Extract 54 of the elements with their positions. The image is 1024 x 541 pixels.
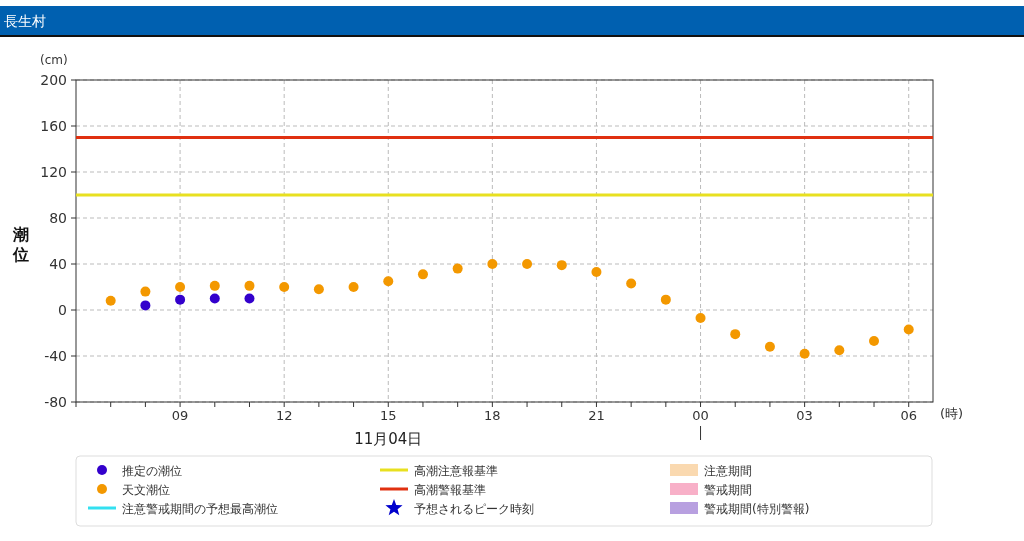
x-tick-label: 09	[171, 408, 189, 423]
legend-label: 注意期間	[704, 464, 752, 478]
legend-label: 注意警戒期間の予想最高潮位	[122, 502, 278, 516]
y-tick-label: -40	[44, 348, 67, 364]
y-axis-title: 潮位	[12, 225, 29, 264]
text: 11月04日	[354, 430, 423, 448]
text: (cm)	[40, 53, 68, 67]
y-tick-label: 200	[40, 72, 67, 88]
y-tick-label: 40	[49, 256, 67, 272]
legend-label: 警戒期間(特別警報)	[704, 502, 810, 516]
legend-label: 推定の潮位	[122, 464, 182, 478]
x-tick-label: 15	[379, 408, 397, 423]
point	[626, 278, 637, 289]
legend-label: 警戒期間	[704, 483, 752, 497]
legend-label: 高潮警報基準	[414, 483, 486, 497]
x-tick-label: 03	[796, 408, 813, 423]
y-tick-label: 120	[40, 164, 67, 180]
x-tick-label: 18	[484, 408, 501, 423]
point	[695, 313, 706, 324]
x-axis-title: (時)	[940, 406, 964, 421]
point	[244, 280, 255, 291]
point	[209, 280, 220, 291]
point	[903, 324, 914, 335]
point	[383, 276, 394, 287]
point	[591, 267, 602, 278]
legend-label: 予想されるピーク時刻	[414, 502, 534, 516]
point	[417, 269, 428, 280]
chart-title: 長生村	[4, 13, 46, 29]
point	[730, 329, 741, 340]
point	[834, 345, 845, 356]
point	[313, 284, 324, 295]
point	[279, 282, 290, 292]
point	[140, 286, 151, 297]
point	[175, 282, 186, 292]
point	[487, 259, 498, 269]
point	[764, 341, 775, 352]
x-tick-label: 00	[692, 408, 709, 423]
y-tick-label: 80	[49, 210, 67, 226]
y-tick-label: -80	[44, 394, 67, 410]
point	[660, 294, 671, 305]
point	[105, 295, 116, 306]
x-tick-label: 06	[900, 408, 917, 423]
legend-label: 高潮注意報基準	[414, 464, 498, 478]
y-tick-label: 160	[40, 118, 67, 134]
x-tick-label: 12	[275, 408, 293, 423]
point	[799, 348, 810, 359]
x-tick-label: 21	[588, 408, 605, 423]
point	[452, 263, 463, 274]
legend-label: 天文潮位	[122, 483, 170, 497]
point	[522, 259, 533, 269]
point	[348, 282, 359, 292]
point	[556, 260, 567, 271]
point	[869, 336, 880, 347]
y-tick-label: 0	[58, 302, 67, 318]
